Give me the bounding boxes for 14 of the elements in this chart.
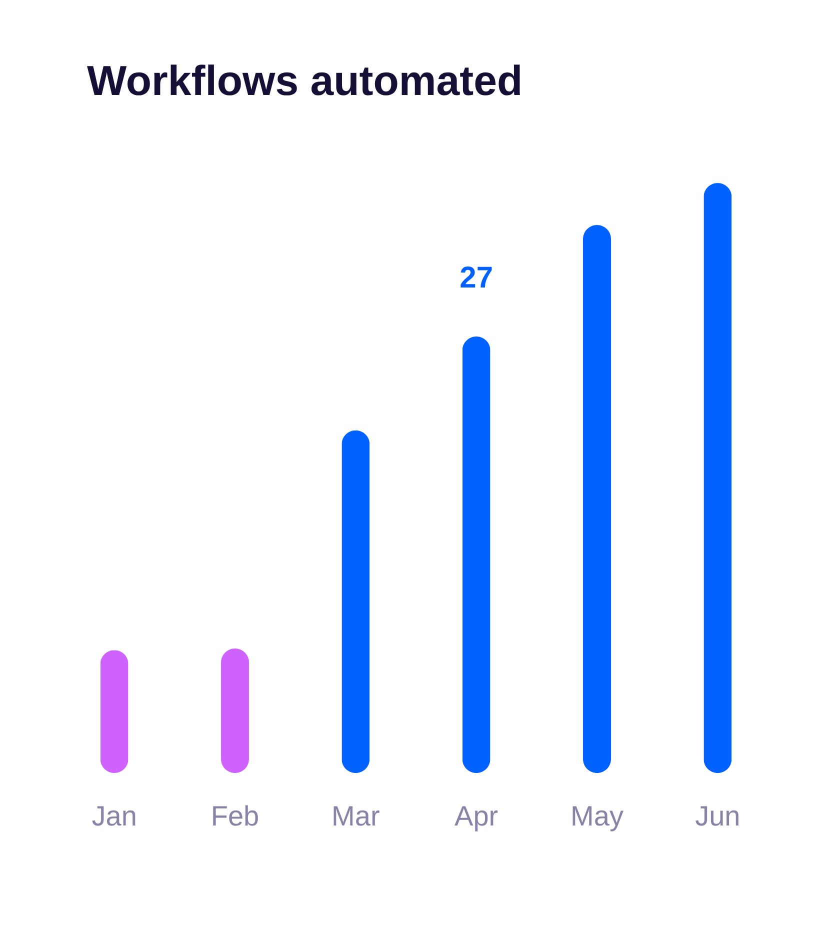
bar xyxy=(583,225,611,773)
x-tick-label: Feb xyxy=(210,800,260,832)
bar xyxy=(100,650,128,773)
data-label: 27 xyxy=(460,262,494,295)
bar xyxy=(342,430,370,773)
x-tick-label: May xyxy=(570,800,624,832)
chart-title: Workflows automated xyxy=(87,57,523,104)
bar xyxy=(704,183,732,773)
x-tick-label: Mar xyxy=(332,800,380,832)
x-tick-label: Apr xyxy=(454,800,498,832)
bar xyxy=(221,648,249,773)
x-tick-label: Jan xyxy=(92,800,137,832)
x-tick-label: Jun xyxy=(695,800,740,832)
bar xyxy=(462,336,490,773)
